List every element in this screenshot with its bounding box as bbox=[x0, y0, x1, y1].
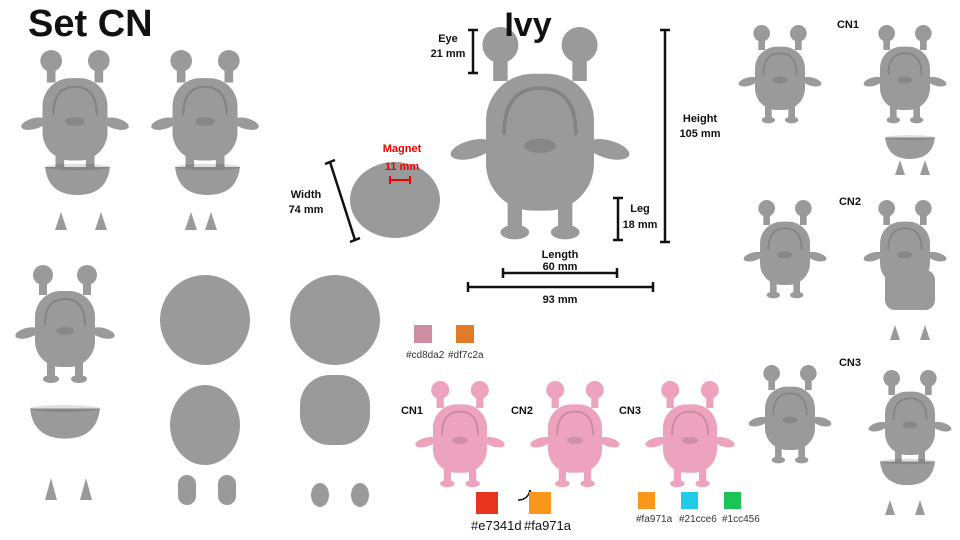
dim-value: 11 mm bbox=[385, 161, 419, 173]
swatches: #cd8da2 #df7c2a#e7341d #fa971a #fa971a #21cc… bbox=[406, 325, 760, 533]
figure-title: Ivy bbox=[504, 6, 551, 44]
color-code: #df7c2a bbox=[448, 350, 484, 361]
dim-label: Length bbox=[542, 249, 579, 261]
color-code: #fa971a bbox=[524, 518, 572, 533]
variant-label: CN2 bbox=[511, 405, 533, 417]
magnet-line bbox=[389, 176, 411, 184]
dim-label: Width bbox=[291, 189, 322, 201]
color-swatch bbox=[414, 325, 432, 343]
variant-label: CN2 bbox=[839, 196, 861, 208]
variant-label: CN3 bbox=[839, 357, 861, 369]
color-swatch bbox=[681, 492, 698, 509]
dim-label: Height bbox=[683, 113, 718, 125]
color-swatch bbox=[638, 492, 655, 509]
grey-renders bbox=[13, 25, 954, 515]
dim-value: 105 mm bbox=[680, 128, 721, 140]
dim-value: 18 mm bbox=[623, 219, 658, 231]
color-swatch bbox=[476, 492, 498, 514]
dim-value: 74 mm bbox=[289, 204, 324, 216]
color-swatch bbox=[529, 492, 551, 514]
color-code: #e7341d bbox=[471, 518, 522, 533]
dim-label: Eye bbox=[438, 33, 458, 45]
variant-label: CN1 bbox=[837, 19, 859, 31]
dim-value: 93 mm bbox=[543, 294, 578, 306]
color-code: #1cc456 bbox=[722, 514, 760, 525]
dim-value: 60 mm bbox=[543, 261, 578, 273]
dimension-lines bbox=[324, 28, 670, 501]
color-swatch bbox=[724, 492, 741, 509]
pink-renders bbox=[415, 380, 735, 489]
color-code: #cd8da2 bbox=[406, 350, 445, 361]
variant-label: CN1 bbox=[401, 405, 423, 417]
color-code: #fa971a bbox=[636, 514, 673, 525]
dim-label: Magnet bbox=[383, 143, 422, 155]
set-title: Set CN bbox=[28, 3, 153, 45]
variant-label: CN3 bbox=[619, 405, 641, 417]
color-code: #21cce6 bbox=[679, 514, 717, 525]
dim-label: Leg bbox=[630, 203, 650, 215]
color-swatch bbox=[456, 325, 474, 343]
dim-value: 21 mm bbox=[431, 48, 466, 60]
